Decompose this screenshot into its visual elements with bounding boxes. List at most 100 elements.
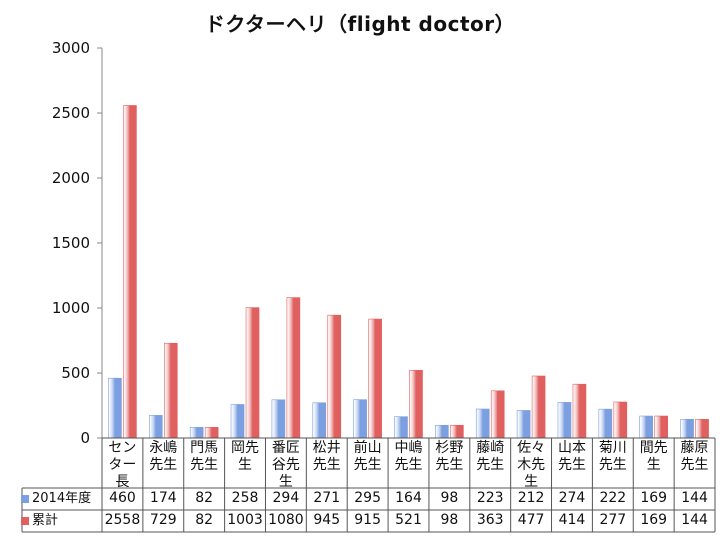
category-label-line: 間先 bbox=[639, 440, 668, 456]
category-label-line: ター bbox=[108, 457, 137, 473]
data-label: 2558 bbox=[104, 512, 141, 528]
category-label-line: 先生 bbox=[557, 457, 586, 473]
data-label: 271 bbox=[313, 490, 341, 506]
data-label: 98 bbox=[440, 490, 459, 506]
y-tick-label: 1500 bbox=[51, 234, 90, 252]
data-label: 521 bbox=[395, 512, 422, 528]
bar bbox=[189, 427, 204, 439]
bar bbox=[327, 314, 342, 439]
data-label: 169 bbox=[640, 512, 668, 528]
category-label: 岡先生 bbox=[225, 440, 266, 474]
category-label: 菊川 先生 bbox=[592, 440, 633, 474]
data-label: 82 bbox=[195, 490, 214, 506]
y-tick-label: 500 bbox=[61, 364, 90, 382]
category-label: 松井 先生 bbox=[306, 440, 347, 474]
category-label-line: 先生 bbox=[190, 457, 219, 473]
category-label-line: 生 bbox=[524, 474, 539, 490]
data-label: 212 bbox=[517, 490, 545, 506]
bar bbox=[613, 401, 628, 439]
category-label: 中嶋 先生 bbox=[388, 440, 429, 474]
data-label: 294 bbox=[272, 490, 300, 506]
y-tick-label: 1000 bbox=[51, 299, 90, 317]
data-label: 1003 bbox=[227, 512, 263, 528]
bar bbox=[108, 377, 122, 439]
category-label-line: 谷先 bbox=[271, 457, 300, 473]
data-label: 222 bbox=[599, 490, 627, 506]
bar bbox=[572, 383, 587, 439]
category-label: 門馬 先生 bbox=[184, 440, 225, 474]
category-label-line: 先生 bbox=[394, 457, 423, 473]
category-label-line: 山本 bbox=[557, 440, 586, 456]
category-label-line: セン bbox=[108, 440, 137, 456]
bar bbox=[149, 415, 163, 439]
bar bbox=[245, 307, 260, 439]
data-label: 144 bbox=[681, 490, 708, 506]
bar bbox=[368, 318, 382, 439]
category-label-line: 生 bbox=[278, 474, 293, 490]
bar bbox=[598, 408, 613, 439]
bar bbox=[123, 105, 137, 439]
category-label-line: 先生 bbox=[435, 457, 464, 473]
bar bbox=[286, 297, 301, 439]
category-label: セン ター長 bbox=[102, 440, 143, 491]
category-label: 杉野 先生 bbox=[429, 440, 470, 474]
data-label: 174 bbox=[149, 490, 177, 506]
data-label: 460 bbox=[109, 490, 136, 506]
data-label: 98 bbox=[440, 512, 459, 528]
category-label: 番匠 谷先生 bbox=[265, 440, 306, 491]
data-label: 169 bbox=[640, 490, 668, 506]
legend-entry: 2014年度 bbox=[21, 488, 91, 509]
bar bbox=[475, 408, 490, 439]
category-label-line: 藤崎 bbox=[476, 440, 505, 456]
bar bbox=[312, 402, 327, 439]
data-label: 82 bbox=[195, 512, 214, 528]
category-label: 山本 先生 bbox=[552, 440, 593, 474]
data-label: 223 bbox=[476, 490, 504, 506]
data-label: 274 bbox=[558, 490, 586, 506]
category-label-line: 中嶋 bbox=[394, 440, 423, 456]
legend-swatch bbox=[21, 516, 29, 525]
category-label-line: 先生 bbox=[680, 457, 709, 473]
category-label-line: 長 bbox=[115, 474, 130, 490]
category-label-line: 先生 bbox=[149, 457, 178, 473]
bar bbox=[435, 424, 449, 439]
category-label-line: 番匠 bbox=[271, 440, 300, 456]
data-label: 477 bbox=[517, 512, 545, 528]
legend-entry: 累計 bbox=[21, 510, 58, 531]
category-label-line: 先生 bbox=[312, 457, 341, 473]
data-label: 363 bbox=[476, 512, 504, 528]
data-label: 729 bbox=[149, 512, 177, 528]
category-label-line: 生 bbox=[238, 457, 253, 473]
data-label: 164 bbox=[395, 490, 422, 506]
data-label: 277 bbox=[599, 512, 627, 528]
category-label-line: 先生 bbox=[476, 457, 505, 473]
bar bbox=[164, 342, 178, 439]
category-label-line: 藤原 bbox=[680, 440, 709, 456]
data-label: 144 bbox=[681, 512, 708, 528]
category-label-line: 永嶋 bbox=[149, 440, 178, 456]
y-tick-label: 2500 bbox=[51, 104, 90, 122]
data-label: 295 bbox=[354, 490, 381, 506]
category-label-line: 松井 bbox=[312, 440, 341, 456]
bar bbox=[394, 416, 408, 439]
bar bbox=[450, 424, 464, 439]
category-label-line: 先生 bbox=[353, 457, 382, 473]
y-tick-label: 2000 bbox=[51, 169, 90, 187]
category-label: 前山 先生 bbox=[347, 440, 388, 474]
category-label-line: 佐々 bbox=[517, 440, 546, 456]
category-label: 藤崎 先生 bbox=[470, 440, 511, 474]
data-label: 414 bbox=[558, 512, 586, 528]
category-label: 藤原 先生 bbox=[674, 440, 715, 474]
y-tick-label: 3000 bbox=[51, 39, 90, 57]
bar bbox=[695, 418, 709, 439]
category-label: 佐々 木先生 bbox=[511, 440, 552, 491]
category-label-line: 菊川 bbox=[598, 440, 627, 456]
category-label-line: 杉野 bbox=[435, 440, 464, 456]
bar bbox=[490, 390, 505, 439]
bar bbox=[680, 418, 694, 439]
category-label-line: 岡先 bbox=[231, 440, 260, 456]
bar bbox=[271, 399, 286, 439]
bar bbox=[531, 375, 546, 439]
data-label: 915 bbox=[354, 512, 381, 528]
